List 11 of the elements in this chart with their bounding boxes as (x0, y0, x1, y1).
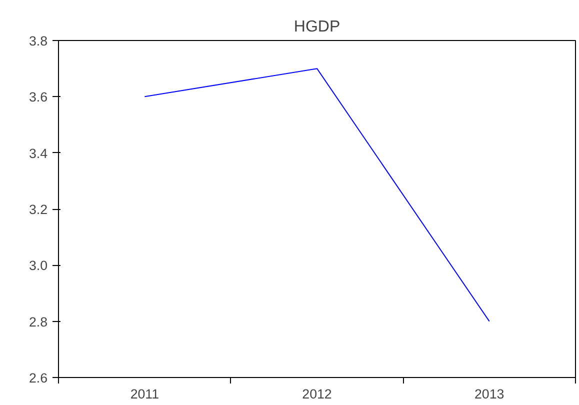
y-tick-label: 3.2 (28, 202, 48, 217)
x-tick-label: 2013 (474, 386, 504, 402)
y-tick-label: 3.8 (28, 34, 48, 48)
y-tick-label: 3.4 (28, 146, 48, 161)
y-tick-label: 3.6 (28, 90, 48, 105)
chart-title: HGDP (294, 18, 340, 36)
y-tick-label: 3.0 (28, 258, 48, 274)
y-tick-label: 2.6 (28, 370, 48, 386)
x-tick-label: 2012 (302, 386, 332, 402)
x-tick-label: 2011 (130, 386, 160, 402)
y-tick-label: 2.8 (28, 314, 48, 330)
